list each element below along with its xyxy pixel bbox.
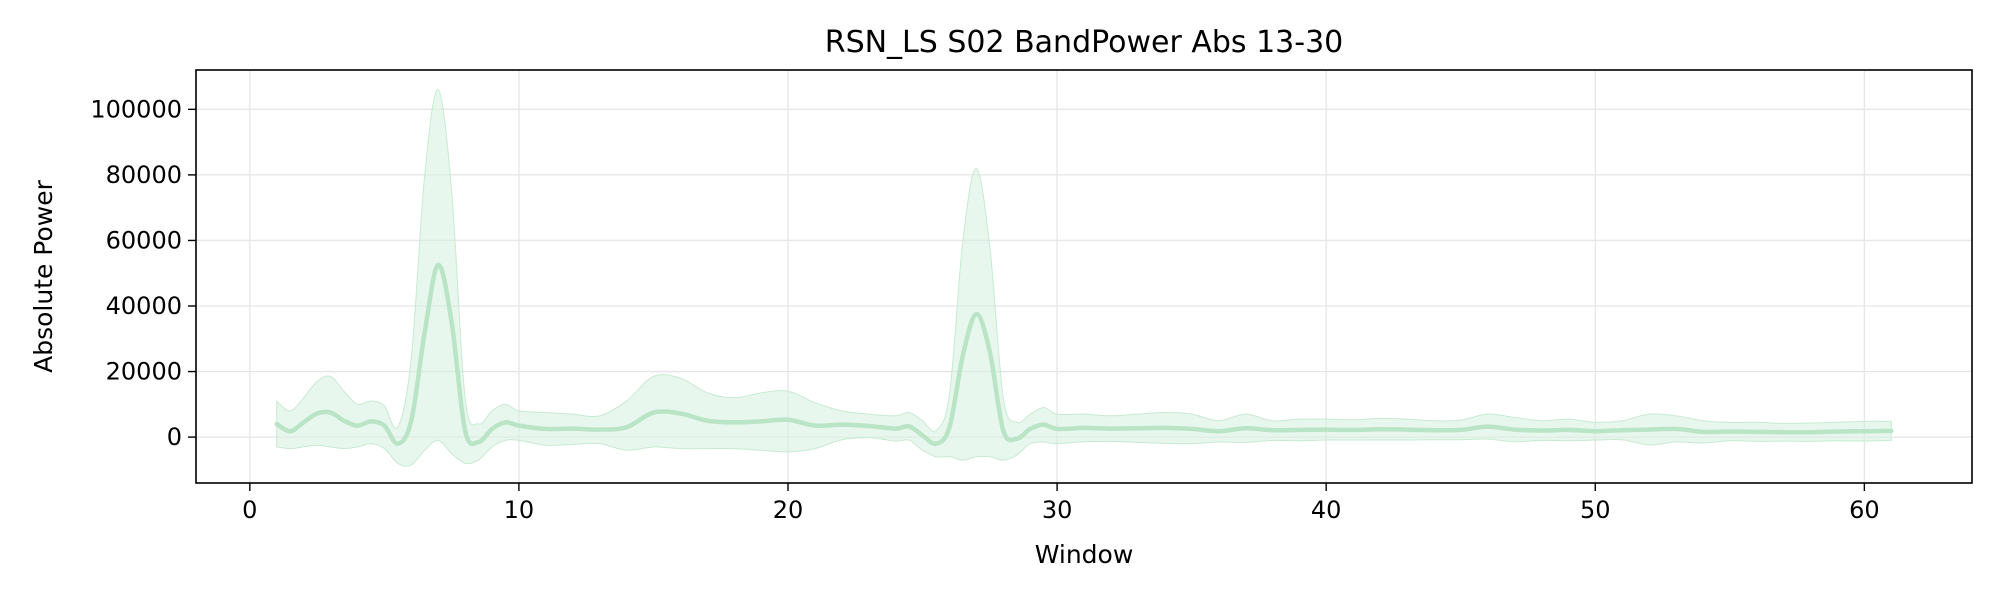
x-tick-label: 0 bbox=[242, 496, 257, 524]
confidence-band bbox=[276, 89, 1892, 467]
y-axis-label: Absolute Power bbox=[29, 179, 58, 373]
x-axis-ticks: 0 10 20 30 40 50 60 bbox=[242, 483, 1880, 524]
y-axis-ticks: 0 20000 40000 60000 80000 100000 bbox=[90, 95, 196, 451]
chart-title: RSN_LS S02 BandPower Abs 13-30 bbox=[825, 25, 1344, 60]
x-tick-label: 60 bbox=[1849, 496, 1880, 524]
mean-line bbox=[274, 262, 1894, 447]
y-tick-label: 100000 bbox=[90, 95, 182, 123]
y-tick-label: 40000 bbox=[106, 292, 182, 320]
grid bbox=[196, 70, 1972, 483]
x-tick-label: 50 bbox=[1580, 496, 1611, 524]
x-tick-label: 10 bbox=[504, 496, 535, 524]
y-tick-label: 0 bbox=[167, 423, 182, 451]
x-axis-label: Window bbox=[1035, 540, 1134, 569]
mean-series-line bbox=[274, 262, 1894, 447]
plot-frame bbox=[195, 69, 1973, 484]
confidence-band-area bbox=[276, 89, 1892, 467]
x-tick-label: 40 bbox=[1311, 496, 1342, 524]
y-tick-label: 60000 bbox=[106, 226, 182, 254]
x-tick-label: 30 bbox=[1042, 496, 1073, 524]
y-tick-label: 20000 bbox=[106, 358, 182, 386]
x-tick-label: 20 bbox=[773, 496, 804, 524]
y-tick-label: 80000 bbox=[106, 161, 182, 189]
